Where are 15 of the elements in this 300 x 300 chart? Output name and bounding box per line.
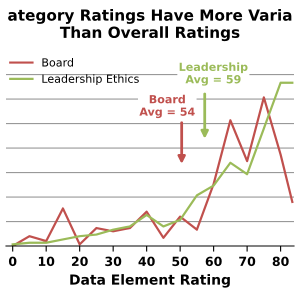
x-tick-label: 80 — [272, 256, 289, 266]
x-axis-title: Data Element Rating — [70, 274, 230, 288]
x-tick-label: 50 — [172, 256, 188, 266]
legend-label: Leadership Ethics — [42, 74, 139, 86]
annotation: Board Avg = 54 — [139, 94, 195, 118]
x-tick-label: 10 — [38, 256, 54, 266]
x-tick-label: 0 — [8, 256, 16, 266]
x-tick-label: 20 — [72, 256, 88, 266]
x-tick-label: 40 — [138, 256, 155, 266]
chart-title: ategory Ratings Have More Varia Than Overall Ratings — [8, 9, 292, 42]
x-tick-label: 70 — [239, 256, 256, 266]
x-tick-label: 30 — [105, 256, 122, 266]
annotation: Leadership Avg = 59 — [180, 62, 248, 86]
x-tick-label: 60 — [206, 256, 222, 266]
legend-label: Board — [42, 58, 73, 67]
